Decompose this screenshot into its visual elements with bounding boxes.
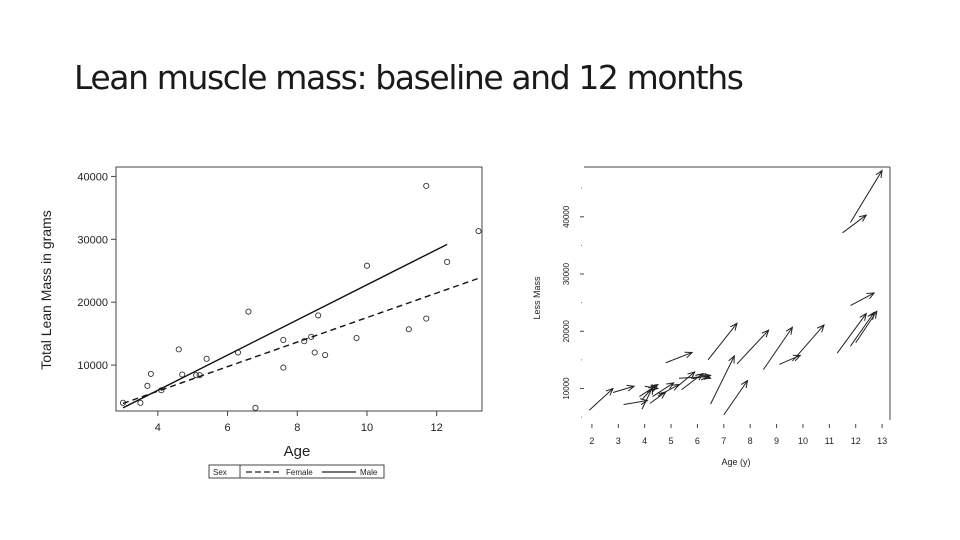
y-tick-label: 10000	[77, 360, 108, 372]
y-tick-label: 30000	[562, 262, 571, 285]
x-tick-label: 3	[616, 436, 621, 446]
change-arrow	[697, 374, 710, 378]
x-tick-label: 2	[589, 436, 594, 446]
y-axis-label: Less Mass	[532, 276, 542, 320]
x-tick-label: 4	[642, 436, 647, 446]
data-point	[315, 312, 322, 319]
change-arrow	[665, 352, 692, 364]
data-point	[475, 228, 482, 235]
data-point	[322, 351, 329, 359]
legend-frame	[208, 464, 385, 479]
x-axis-label: Age (y)	[721, 457, 750, 467]
change-arrow	[792, 325, 824, 362]
change-arrow	[736, 330, 769, 365]
data-point	[444, 258, 451, 266]
y-ticks: 10000 20000 30000 40000	[77, 171, 116, 372]
change-arrow	[652, 383, 674, 397]
change-arrow	[855, 311, 877, 344]
legend-title: Sex	[213, 468, 227, 477]
change-arrow	[836, 314, 866, 354]
slide-title: Lean muscle mass: baseline and 12 months	[74, 58, 744, 97]
x-tick-label: 7	[721, 436, 726, 446]
data-point	[179, 371, 186, 378]
x-ticks: 4 6 8 10 12	[155, 411, 443, 434]
change-arrow	[850, 293, 874, 306]
fit-lines	[122, 243, 479, 409]
change-arrow	[850, 312, 874, 347]
change-arrow	[850, 170, 882, 223]
y-tick-label: 40000	[562, 205, 571, 228]
data-point	[193, 372, 200, 379]
x-ticks: 2 3 4 5 6 7 8 9 10 11 12 13	[589, 424, 887, 446]
change-arrow	[588, 389, 613, 411]
y-tick-label: 20000	[562, 320, 571, 343]
x-tick-label: 13	[877, 436, 887, 446]
x-tick-label: 8	[748, 436, 753, 446]
change-arrows	[588, 170, 882, 416]
x-tick-label: 4	[155, 422, 161, 434]
data-point	[245, 308, 252, 315]
change-arrow	[710, 356, 735, 405]
x-tick-label: 5	[669, 436, 674, 446]
x-tick-label: 8	[294, 422, 300, 434]
data-point	[405, 326, 412, 333]
y-tick-label: 20000	[77, 297, 108, 309]
legend-male-label: Male	[360, 468, 378, 477]
change-arrow	[649, 392, 666, 404]
x-tick-label: 10	[798, 436, 808, 446]
y-tick-label: 30000	[77, 234, 108, 246]
data-point	[423, 315, 430, 322]
legend: Sex Female Male	[208, 464, 385, 479]
scatter-points	[119, 182, 482, 411]
data-point	[252, 404, 259, 411]
change-arrow	[657, 385, 679, 397]
legend-female-label: Female	[286, 468, 313, 477]
plot-frame	[115, 166, 483, 412]
change-arrow	[762, 327, 792, 370]
x-axis-label: Age	[284, 443, 311, 460]
x-tick-label: 6	[695, 436, 700, 446]
x-tick-label: 10	[361, 422, 373, 434]
data-point	[311, 349, 318, 356]
data-point	[423, 182, 430, 189]
change-arrow	[779, 355, 800, 365]
x-tick-label: 6	[224, 422, 230, 434]
data-point	[147, 370, 154, 377]
y-ticks: 10000 20000 30000 40000	[562, 187, 584, 418]
data-point	[203, 355, 210, 362]
y-tick-label: 40000	[77, 171, 108, 183]
x-tick-label: 12	[851, 436, 861, 446]
fit-line-male	[122, 243, 448, 409]
change-arrow	[676, 372, 694, 388]
y-axis-label: Total Lean Mass in grams	[38, 210, 54, 370]
data-point	[353, 335, 360, 342]
data-point	[144, 382, 151, 389]
data-point	[363, 262, 371, 269]
change-arrow	[723, 381, 748, 416]
change-arrow	[623, 401, 648, 405]
change-arrow	[842, 215, 867, 234]
data-point	[280, 364, 287, 371]
data-point	[137, 399, 144, 406]
change-arrow	[681, 374, 703, 391]
y-tick-label: 10000	[562, 377, 571, 400]
change-arrow	[641, 387, 653, 410]
x-tick-label: 11	[825, 436, 834, 446]
change-arrow	[644, 386, 658, 388]
data-point	[175, 346, 182, 353]
change-arrow	[612, 386, 634, 394]
change-arrow	[707, 323, 737, 361]
fit-line-female	[122, 277, 479, 405]
data-point	[301, 338, 308, 345]
data-point	[280, 336, 287, 343]
x-tick-label: 12	[431, 422, 443, 434]
x-tick-label: 9	[774, 436, 779, 446]
